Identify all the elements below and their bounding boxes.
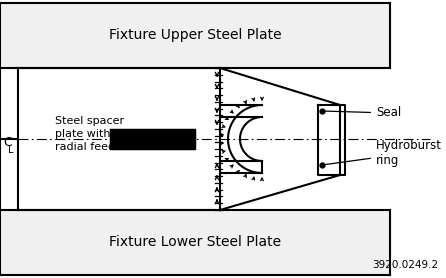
Text: Seal: Seal bbox=[325, 106, 401, 120]
Text: $\mathsf{C}$: $\mathsf{C}$ bbox=[3, 136, 13, 150]
Text: $\mathsf{L}$: $\mathsf{L}$ bbox=[7, 143, 15, 155]
Text: Steel spacer
plate with
radial feed hole: Steel spacer plate with radial feed hole bbox=[55, 116, 143, 152]
Text: Hydroburst
ring: Hydroburst ring bbox=[325, 139, 442, 167]
Text: Fixture Upper Steel Plate: Fixture Upper Steel Plate bbox=[109, 29, 281, 43]
Text: Fixture Lower Steel Plate: Fixture Lower Steel Plate bbox=[109, 235, 281, 249]
Text: 3920.0249.2: 3920.0249.2 bbox=[372, 260, 438, 270]
